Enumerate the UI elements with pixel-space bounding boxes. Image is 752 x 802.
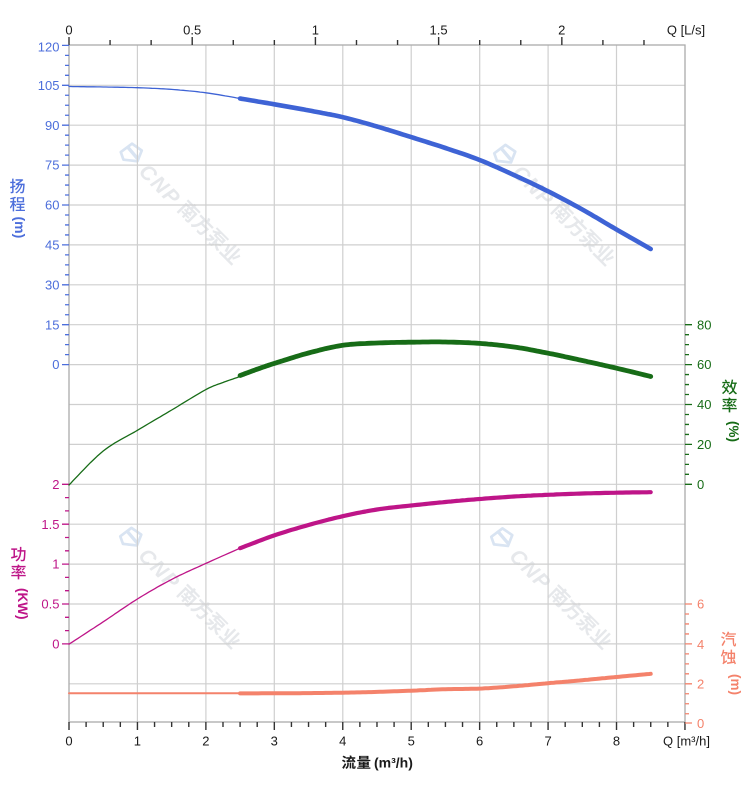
svg-text:75: 75 bbox=[45, 158, 59, 173]
svg-text:30: 30 bbox=[45, 277, 59, 292]
svg-text:(m³/h): (m³/h) bbox=[374, 755, 413, 771]
svg-text:(KW): (KW) bbox=[15, 588, 30, 619]
svg-text:0: 0 bbox=[52, 637, 59, 652]
svg-text:15: 15 bbox=[45, 317, 59, 332]
svg-text:4: 4 bbox=[697, 637, 704, 652]
svg-text:0: 0 bbox=[65, 734, 72, 749]
svg-text:6: 6 bbox=[697, 597, 704, 612]
svg-text:60: 60 bbox=[697, 357, 711, 372]
svg-text:8: 8 bbox=[613, 734, 620, 749]
svg-text:1.5: 1.5 bbox=[430, 23, 448, 38]
svg-text:20: 20 bbox=[697, 437, 711, 452]
svg-text:(%): (%) bbox=[726, 421, 741, 442]
svg-text:0: 0 bbox=[65, 23, 72, 38]
svg-text:2: 2 bbox=[697, 676, 704, 691]
svg-text:(m): (m) bbox=[12, 217, 28, 239]
svg-text:4: 4 bbox=[339, 734, 346, 749]
svg-text:1.5: 1.5 bbox=[41, 517, 59, 532]
svg-text:1: 1 bbox=[52, 557, 59, 572]
svg-text:3: 3 bbox=[271, 734, 278, 749]
svg-text:2: 2 bbox=[52, 477, 59, 492]
svg-text:2: 2 bbox=[558, 23, 565, 38]
svg-text:90: 90 bbox=[45, 118, 59, 133]
svg-text:0: 0 bbox=[697, 477, 704, 492]
svg-text:0: 0 bbox=[52, 357, 59, 372]
svg-text:105: 105 bbox=[38, 78, 60, 93]
svg-text:2: 2 bbox=[202, 734, 209, 749]
svg-text:6: 6 bbox=[476, 734, 483, 749]
svg-text:45: 45 bbox=[45, 238, 59, 253]
svg-text:0: 0 bbox=[697, 716, 704, 731]
svg-text:1: 1 bbox=[134, 734, 141, 749]
svg-text:0.5: 0.5 bbox=[41, 597, 59, 612]
svg-text:(m): (m) bbox=[728, 674, 743, 695]
svg-text:120: 120 bbox=[38, 40, 60, 55]
svg-text:5: 5 bbox=[408, 734, 415, 749]
svg-text:Q [L/s]: Q [L/s] bbox=[667, 23, 705, 38]
svg-text:80: 80 bbox=[697, 317, 711, 332]
svg-text:7: 7 bbox=[544, 734, 551, 749]
svg-text:Q [m³/h]: Q [m³/h] bbox=[663, 734, 710, 749]
svg-text:0.5: 0.5 bbox=[183, 23, 201, 38]
svg-text:1: 1 bbox=[312, 23, 319, 38]
svg-text:60: 60 bbox=[45, 198, 59, 213]
svg-text:40: 40 bbox=[697, 397, 711, 412]
